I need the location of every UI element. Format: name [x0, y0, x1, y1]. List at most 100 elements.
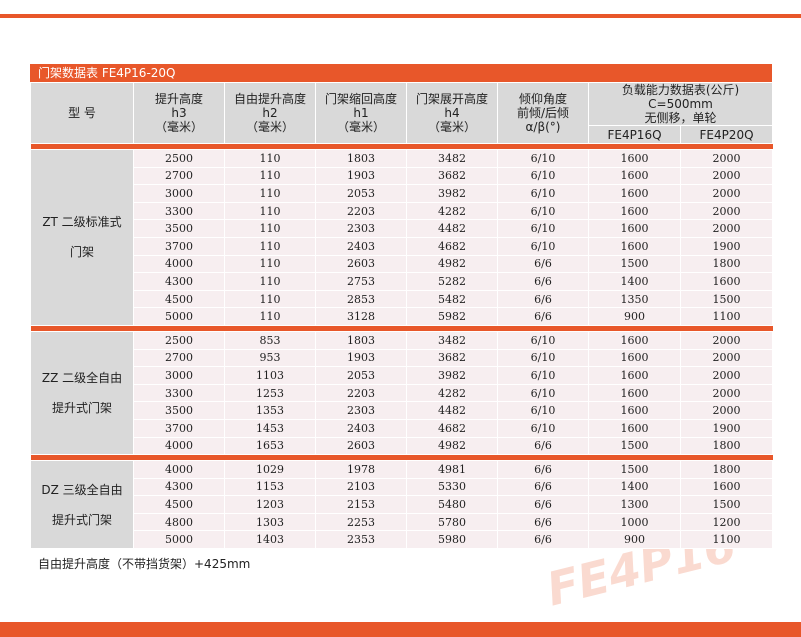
cell: 4800: [133, 512, 225, 532]
cell: 2303: [315, 401, 407, 420]
cell: 6/6: [497, 530, 589, 550]
cell: 1400: [588, 477, 681, 497]
header-line: 自由提升高度: [233, 92, 306, 106]
header-line: （毫米）: [336, 120, 385, 134]
cell: 2753: [315, 272, 407, 291]
footnote: 自由提升高度（不带挡货架）+425mm: [38, 557, 251, 571]
cell: 1500: [588, 460, 681, 479]
cell: 1303: [224, 512, 316, 532]
bottom-bar: [0, 622, 801, 637]
cell: 6/6: [497, 460, 589, 479]
cell: 3300: [133, 383, 225, 403]
cell: 2203: [315, 201, 407, 221]
cell: 1200: [680, 512, 773, 532]
cell: 2000: [680, 383, 773, 403]
cell: 110: [224, 184, 316, 203]
data-row: 4500 1203 2153 5480 6/6 1300 1500: [31, 495, 773, 514]
cell: 5330: [406, 477, 498, 497]
cell: 1600: [588, 219, 681, 238]
cell: 4300: [133, 272, 225, 291]
cell: 6/10: [497, 236, 589, 256]
top-bar: [0, 0, 801, 18]
cell: 4682: [406, 236, 498, 256]
cell: 2403: [315, 236, 407, 256]
cell: 1203: [224, 495, 316, 514]
cell: 1800: [680, 254, 773, 274]
cell: 4500: [133, 289, 225, 309]
cell: 953: [224, 348, 316, 368]
data-row: ZT 二级标准式 门架 2500 110 1803 3482 6/10 1600 2000: [30, 149, 773, 326]
header-cell: 自由提升高度 h2 （毫米）: [224, 82, 316, 144]
cell: 2000: [680, 366, 773, 385]
header-cell: FE4P16Q: [588, 125, 681, 144]
cell: 4282: [406, 201, 498, 221]
cell: 1400: [588, 272, 681, 291]
data-row: 2700 110 1903 3682 6/10 1600 2000: [31, 166, 773, 186]
cell: 2103: [315, 477, 407, 497]
cell: 1600: [588, 149, 681, 168]
cell: 1500: [588, 254, 681, 274]
cell: 5982: [406, 307, 498, 326]
cell: 2203: [315, 383, 407, 403]
cell: 3128: [315, 307, 407, 326]
cell: 6/10: [497, 184, 589, 203]
header-line: h3: [171, 106, 187, 120]
data-row: 5000 1403 2353 5980 6/6 900 1100: [31, 530, 773, 550]
cell: 3700: [133, 236, 225, 256]
data-row: 4300 1153 2103 5330 6/6 1400 1600: [31, 477, 773, 497]
cell: 5000: [133, 530, 225, 550]
data-row: 2700 953 1903 3682 6/10 1600 2000: [31, 348, 773, 368]
data-row: 3000 1103 2053 3982 6/10 1600 2000: [31, 366, 773, 385]
group-label: ZT 二级标准式 门架: [30, 149, 134, 326]
cell: 1600: [588, 330, 681, 350]
cell: 6/6: [497, 477, 589, 497]
cell: 110: [224, 307, 316, 326]
group-label-line: 提升式门架: [51, 512, 112, 527]
header-line: （毫米）: [154, 120, 203, 134]
group-label-line: 提升式门架: [51, 401, 112, 416]
cell: 5480: [406, 495, 498, 514]
header-row: FE4P16Q FE4P20Q: [31, 125, 773, 144]
cell: 1800: [680, 436, 773, 456]
cell: 3482: [406, 149, 498, 168]
cell: 3500: [133, 219, 225, 238]
data-row: 4500 110 2853 5482 6/6 1350 1500: [31, 289, 773, 309]
separator: [30, 143, 773, 150]
data-table: 型 号提升高度 h3 （毫米） 自由提升高度 h2 （毫米） 门架缩回高度 h1 （毫米） 门架展…: [30, 82, 773, 550]
group-label: ZZ 二级全自由 提升式门架: [30, 330, 134, 456]
header-cell: 型 号: [30, 82, 134, 144]
cell: 1600: [588, 366, 681, 385]
cell: 1600: [588, 401, 681, 420]
cell: 1600: [588, 166, 681, 186]
cell: 1803: [315, 330, 407, 350]
cell: 4682: [406, 418, 498, 438]
cell: 5000: [133, 307, 225, 326]
cell: 6/6: [497, 307, 589, 326]
cell: 1600: [588, 184, 681, 203]
group-label-line: ZT 二级标准式: [42, 215, 122, 230]
cell: 6/10: [497, 219, 589, 238]
cell: 4981: [406, 460, 498, 479]
cell: 2253: [315, 512, 407, 532]
cell: 6/6: [497, 436, 589, 456]
cell: 2000: [680, 149, 773, 168]
cell: 4282: [406, 383, 498, 403]
cell: 110: [224, 272, 316, 291]
data-row: DZ 三级全自由 提升式门架 4000 1029 1978 4981 6/6 1500 1800: [30, 460, 773, 550]
cell: 1300: [588, 495, 681, 514]
cell: 2603: [315, 436, 407, 456]
data-row: 3700 1453 2403 4682 6/10 1600 1900: [31, 418, 773, 438]
separator-cell: [30, 325, 773, 332]
table-title: 门架数据表 FE4P16-20Q: [30, 64, 772, 82]
separator: [30, 325, 773, 332]
cell: 2000: [680, 401, 773, 420]
cell: 4982: [406, 436, 498, 456]
cell: 6/6: [497, 272, 589, 291]
cell: 2000: [680, 201, 773, 221]
header-line: 倾仰角度: [518, 92, 567, 106]
cell: 1900: [680, 236, 773, 256]
cell: 110: [224, 236, 316, 256]
cell: 2000: [680, 184, 773, 203]
cell: 900: [588, 530, 681, 550]
